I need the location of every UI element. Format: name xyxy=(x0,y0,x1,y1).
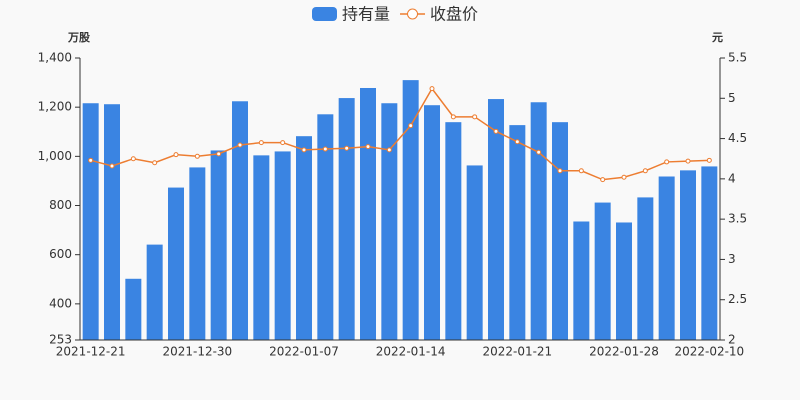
bar xyxy=(616,222,632,340)
line-point xyxy=(706,157,712,163)
bar xyxy=(424,105,440,340)
bar xyxy=(466,165,483,340)
bar xyxy=(680,170,696,340)
line-point xyxy=(600,177,606,183)
line-point xyxy=(621,174,627,180)
bar xyxy=(338,98,355,340)
y2-axis-label: 元 xyxy=(712,31,723,44)
bar xyxy=(253,155,270,340)
line-point xyxy=(514,139,520,145)
y-tick-label: 600 xyxy=(49,247,72,261)
bar xyxy=(82,103,99,341)
bar xyxy=(488,99,504,340)
bar xyxy=(232,101,248,340)
legend-label: 收盘价 xyxy=(430,5,478,24)
bar xyxy=(274,151,291,340)
bar xyxy=(317,114,334,340)
y-tick-label: 1,200 xyxy=(38,100,72,114)
line-point xyxy=(493,128,499,134)
line-point xyxy=(173,152,179,158)
bar xyxy=(381,103,398,341)
bar xyxy=(573,221,590,340)
x-tick-label: 2022-02-10 xyxy=(674,345,744,359)
y2-tick-label: 4 xyxy=(728,171,736,185)
legend-swatch xyxy=(312,7,337,21)
y2-tick-label: 3.5 xyxy=(728,212,747,226)
y-axis-label: 万股 xyxy=(67,31,91,44)
y2-tick-label: 2 xyxy=(728,333,736,347)
bar xyxy=(530,102,547,340)
line-point xyxy=(429,86,435,92)
bar xyxy=(296,136,312,340)
bar xyxy=(552,122,568,341)
bar xyxy=(189,167,206,340)
bar xyxy=(445,122,462,341)
bar xyxy=(594,202,611,340)
bar xyxy=(402,80,419,340)
bar xyxy=(168,187,184,340)
line-point xyxy=(88,157,94,163)
line-point xyxy=(472,114,478,120)
line xyxy=(90,87,710,181)
line-point xyxy=(301,147,307,153)
bar xyxy=(509,125,526,340)
bar xyxy=(146,244,163,340)
y-tick-label: 1,400 xyxy=(38,51,72,65)
y-tick-label: 253 xyxy=(49,333,72,347)
y2-tick-label: 5 xyxy=(728,91,736,105)
line-point xyxy=(130,156,136,162)
line-point xyxy=(578,168,584,174)
line-point xyxy=(557,168,563,174)
x-tick-label: 2021-12-21 xyxy=(56,345,126,359)
x-tick-label: 2022-01-14 xyxy=(376,345,446,359)
line-point xyxy=(258,140,264,146)
legend-label: 持有量 xyxy=(342,5,390,24)
y-tick-label: 400 xyxy=(49,296,72,310)
bar xyxy=(637,197,654,340)
line-point xyxy=(408,123,414,129)
line-point xyxy=(642,168,648,174)
bar xyxy=(210,150,227,340)
line-point xyxy=(450,114,456,120)
line-point xyxy=(194,153,200,159)
x-tick-label: 2022-01-28 xyxy=(589,345,659,359)
y-tick-label: 1,000 xyxy=(38,149,72,163)
x-tick-label: 2022-01-07 xyxy=(269,345,339,359)
line-point xyxy=(344,145,350,151)
line-point xyxy=(152,160,158,166)
line-point xyxy=(216,151,222,157)
line-point xyxy=(536,149,542,155)
line-point xyxy=(685,158,691,164)
line-point xyxy=(280,140,286,146)
bar xyxy=(360,87,376,340)
x-tick-label: 2021-12-30 xyxy=(162,345,232,359)
bar xyxy=(125,278,142,340)
legend-swatch xyxy=(407,8,419,20)
y2-tick-label: 2.5 xyxy=(728,292,747,306)
y2-tick-label: 4.5 xyxy=(728,131,747,145)
bar xyxy=(658,176,675,340)
line-point xyxy=(386,147,392,153)
y-tick-label: 800 xyxy=(49,198,72,212)
line-point xyxy=(109,163,115,169)
line-point xyxy=(664,159,670,165)
line-point xyxy=(237,142,243,148)
bar xyxy=(701,166,718,340)
bar xyxy=(104,104,120,340)
y2-tick-label: 5.5 xyxy=(728,51,747,65)
line-point xyxy=(322,146,328,152)
line-point xyxy=(365,144,371,150)
y2-tick-label: 3 xyxy=(728,252,736,266)
x-tick-label: 2022-01-21 xyxy=(482,345,552,359)
